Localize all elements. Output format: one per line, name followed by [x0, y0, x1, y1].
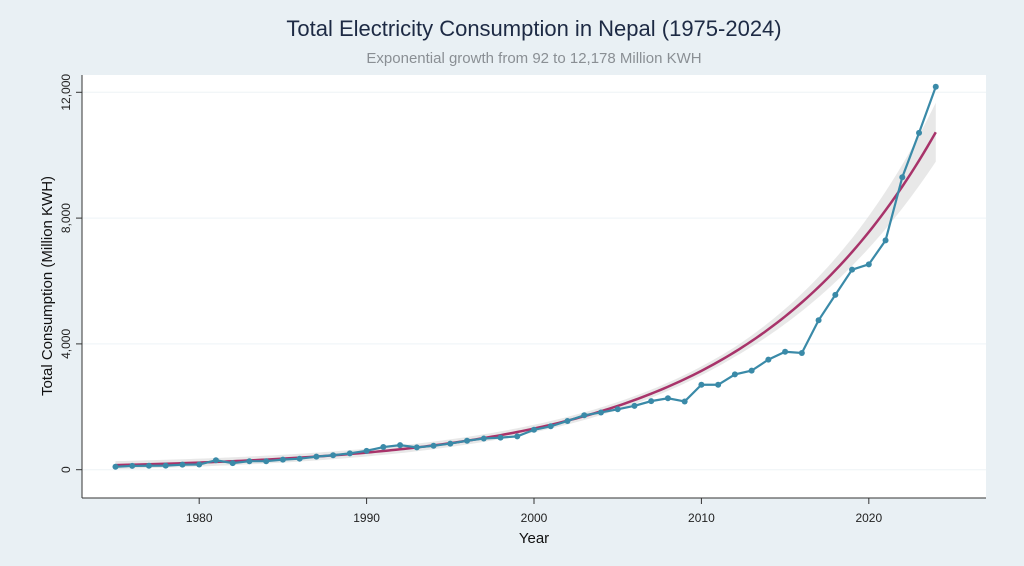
data-point	[782, 348, 789, 355]
data-point	[798, 350, 805, 357]
data-point	[681, 398, 688, 405]
x-axis-title: Year	[519, 530, 549, 547]
data-point	[664, 395, 671, 402]
data-point	[430, 442, 437, 449]
data-point	[916, 129, 923, 136]
y-axis-title: Total Consumption (Million KWH)	[39, 176, 56, 396]
y-ticks: 0 4,000 8,000 12,000	[59, 74, 82, 473]
data-point	[748, 367, 755, 374]
y-tick-label: 0	[59, 466, 73, 473]
data-point	[363, 447, 370, 454]
x-ticks: 1980 1990 2000 2010 2020	[186, 498, 882, 525]
data-point	[279, 456, 286, 463]
data-point	[932, 83, 939, 90]
data-point	[899, 174, 906, 181]
data-point	[614, 406, 621, 413]
data-point	[246, 458, 253, 465]
chart-subtitle: Exponential growth from 92 to 12,178 Mil…	[366, 50, 702, 67]
y-tick-label: 12,000	[59, 74, 73, 111]
data-point	[849, 266, 856, 273]
y-tick-label: 8,000	[59, 203, 73, 233]
series-group	[112, 83, 939, 470]
data-point	[698, 381, 705, 388]
x-tick-label: 2020	[855, 511, 882, 525]
data-point	[832, 291, 839, 298]
data-point	[765, 356, 772, 363]
data-point	[296, 455, 303, 462]
data-point	[514, 433, 521, 440]
data-point	[715, 381, 722, 388]
data-point	[447, 440, 454, 447]
x-tick-label: 2000	[521, 511, 548, 525]
x-tick-label: 1980	[186, 511, 213, 525]
y-tick-label: 4,000	[59, 329, 73, 359]
data-point	[397, 442, 404, 449]
data-point	[480, 435, 487, 442]
data-point	[330, 452, 337, 459]
data-point	[145, 462, 152, 469]
data-point	[229, 460, 236, 467]
data-point	[547, 423, 554, 430]
data-point	[815, 317, 822, 324]
gridlines	[82, 91, 986, 471]
data-point	[179, 461, 186, 468]
data-point	[313, 453, 320, 460]
data-point	[112, 463, 119, 470]
data-point	[531, 426, 537, 433]
data-point	[631, 402, 638, 409]
data-point	[380, 444, 387, 451]
data-point	[212, 457, 219, 464]
data-point	[648, 398, 655, 405]
data-point	[865, 261, 872, 268]
data-point	[597, 409, 604, 416]
data-point	[196, 461, 203, 468]
x-tick-label: 1990	[353, 511, 380, 525]
data-point	[346, 450, 353, 457]
plot-area	[82, 75, 986, 498]
data-point	[497, 434, 504, 441]
data-point	[564, 417, 571, 424]
data-point	[882, 237, 889, 244]
data-point	[581, 412, 588, 419]
data-point	[731, 371, 738, 378]
data-point	[129, 462, 136, 469]
x-tick-label: 2010	[688, 511, 715, 525]
data-point	[413, 444, 420, 451]
chart-title: Total Electricity Consumption in Nepal (…	[286, 16, 782, 41]
data-point	[162, 462, 169, 469]
data-point	[464, 437, 471, 444]
data-point	[263, 458, 270, 465]
